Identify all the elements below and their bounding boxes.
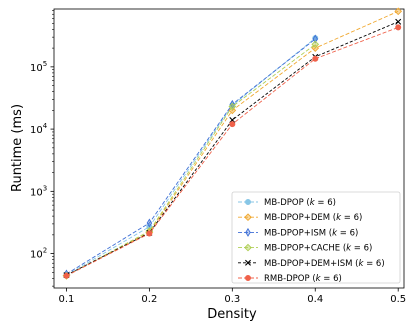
- legend-label-variable: k: [336, 213, 342, 223]
- legend-marker: [244, 213, 252, 222]
- series-layer: [62, 7, 403, 280]
- data-point: [146, 230, 153, 237]
- legend-label-text: MB-DPOP+DEM+ISM (: [264, 259, 358, 269]
- y-tick-label-base: 10: [30, 63, 43, 74]
- legend-entry: MB-DPOP (k = 6): [238, 198, 336, 208]
- x-tick-label: 0.4: [307, 294, 323, 305]
- legend-label-text: = 6): [315, 198, 336, 208]
- data-point: [229, 121, 236, 128]
- y-tick-label-exponent: 4: [43, 122, 48, 130]
- y-tick-label-exponent: 5: [43, 60, 47, 68]
- legend-entry: MB-DPOP+DEM+ISM (k = 6): [238, 259, 385, 269]
- legend-label-text: = 6): [363, 259, 384, 269]
- legend-label-variable: k: [310, 198, 316, 208]
- legend-entry: MB-DPOP+CACHE (k = 6): [238, 244, 372, 254]
- legend-label-text: MB-DPOP+CACHE (: [264, 244, 346, 254]
- legend-marker: [245, 227, 251, 237]
- legend-entry: MB-DPOP+ISM (k = 6): [238, 227, 358, 238]
- legend-label: MB-DPOP+ISM (k = 6): [264, 228, 358, 238]
- series-line: [66, 43, 316, 277]
- legend-label: RMB-DPOP (k = 6): [264, 274, 342, 284]
- y-tick-label: 105: [30, 60, 47, 74]
- data-point: [63, 272, 70, 279]
- x-tick-label: 0.5: [390, 294, 406, 305]
- y-tick-label-base: 10: [30, 187, 43, 198]
- y-tick-label-exponent: 2: [43, 247, 47, 255]
- legend-label-text: MB-DPOP (: [264, 198, 310, 208]
- x-tick-label: 0.2: [141, 294, 157, 305]
- legend-marker: [244, 243, 252, 252]
- y-axis-title: Runtime (ms): [10, 104, 25, 192]
- legend-label-variable: k: [346, 244, 352, 254]
- legend-box: [231, 191, 401, 284]
- x-axis: 0.1 0.2 0.3 0.4 0.5: [58, 288, 406, 305]
- legend-label: MB-DPOP+CACHE (k = 6): [264, 244, 372, 254]
- legend-label-text: MB-DPOP+DEM (: [264, 213, 336, 223]
- legend-label-text: MB-DPOP+ISM (: [264, 228, 332, 238]
- data-point: [394, 7, 403, 16]
- y-tick-label: 102: [30, 247, 47, 261]
- series-line: [66, 21, 399, 276]
- legend-marker: [245, 274, 252, 281]
- legend-entry: MB-DPOP+DEM (k = 6): [238, 213, 362, 223]
- x-axis-title: Density: [207, 307, 257, 322]
- y-tick-label-exponent: 3: [43, 184, 47, 192]
- data-point: [229, 99, 236, 109]
- legend-label-variable: k: [316, 274, 322, 284]
- data-point: [311, 40, 320, 49]
- legend-label-variable: k: [358, 259, 364, 269]
- legend-entry: RMB-DPOP (k = 6): [238, 274, 342, 284]
- legend-label-text: = 6): [337, 228, 358, 238]
- x-tick-label: 0.1: [58, 294, 74, 305]
- legend-marker: [245, 259, 251, 266]
- plot-area: [53, 8, 405, 289]
- y-tick-label: 103: [30, 184, 47, 198]
- legend-label: MB-DPOP+DEM (k = 6): [264, 213, 362, 223]
- data-point: [228, 102, 237, 111]
- series-line: [66, 38, 316, 275]
- data-point: [395, 24, 402, 31]
- legend: MB-DPOP (k = 6)MB-DPOP+DEM (k = 6)MB-DPO…: [231, 191, 401, 284]
- data-point: [312, 34, 318, 44]
- y-tick-label: 104: [30, 122, 48, 136]
- legend-label-text: = 6): [321, 274, 342, 284]
- legend-label: MB-DPOP (k = 6): [264, 198, 336, 208]
- series-6: [63, 24, 402, 279]
- data-point: [312, 55, 319, 62]
- data-point: [146, 218, 153, 228]
- legend-marker: [245, 199, 252, 206]
- data-point: [395, 18, 402, 25]
- legend-label: MB-DPOP+DEM+ISM (k = 6): [264, 259, 385, 269]
- legend-label-text: = 6): [341, 213, 362, 223]
- y-tick-label-base: 10: [30, 125, 43, 136]
- legend-label-text: RMB-DPOP (: [264, 274, 316, 284]
- y-tick-label-base: 10: [30, 250, 43, 261]
- plot-frame: [53, 8, 405, 289]
- legend-label-variable: k: [332, 228, 338, 238]
- legend-label-text: = 6): [351, 244, 372, 254]
- x-tick-label: 0.3: [224, 294, 240, 305]
